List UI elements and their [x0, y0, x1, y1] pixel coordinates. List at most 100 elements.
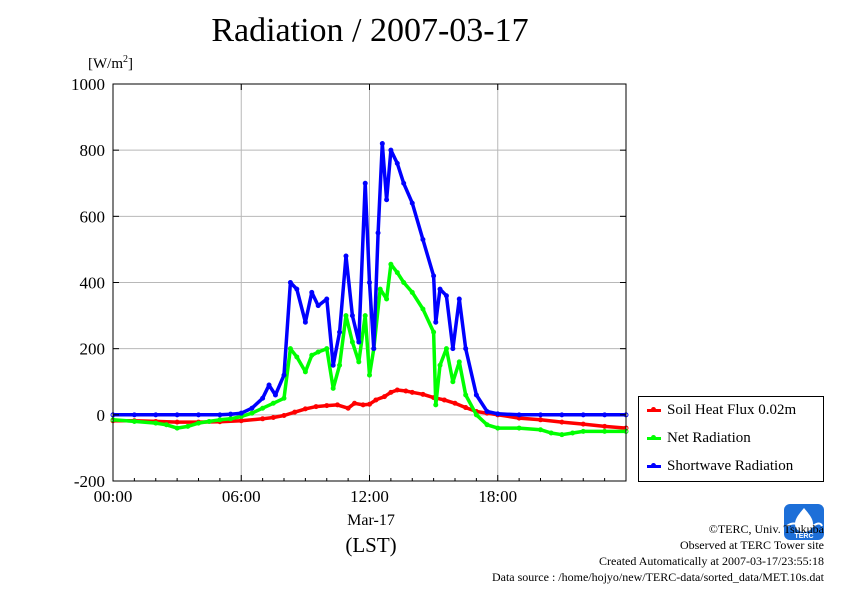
data-point-soil-heat-flux-0-02m [260, 416, 266, 422]
data-point-soil-heat-flux-0-02m [463, 405, 469, 411]
x-tick-label: 06:00 [222, 487, 261, 506]
data-point-soil-heat-flux-0-02m [452, 400, 458, 406]
data-point-shortwave-radiation [431, 273, 437, 279]
data-point-net-radiation [330, 385, 336, 391]
data-point-net-radiation [294, 354, 300, 360]
logo-label: TERC [794, 533, 813, 540]
data-point-soil-heat-flux-0-02m [420, 391, 426, 397]
y-tick-label: 800 [80, 141, 106, 160]
data-point-shortwave-radiation [559, 412, 565, 418]
data-point-soil-heat-flux-0-02m [409, 389, 415, 395]
y-axis-unit: [W/m2] [88, 54, 133, 73]
data-point-net-radiation [409, 289, 415, 295]
data-point-soil-heat-flux-0-02m [538, 417, 543, 423]
data-point-net-radiation [450, 379, 456, 385]
data-point-soil-heat-flux-0-02m [602, 423, 608, 429]
data-point-net-radiation [228, 416, 234, 422]
data-point-shortwave-radiation [309, 289, 315, 295]
data-point-soil-heat-flux-0-02m [270, 414, 276, 420]
data-point-net-radiation [559, 432, 565, 438]
data-point-shortwave-radiation [602, 412, 608, 418]
data-point-shortwave-radiation [287, 280, 293, 285]
data-point-shortwave-radiation [238, 410, 244, 416]
data-point-net-radiation [463, 392, 469, 398]
data-point-soil-heat-flux-0-02m [373, 397, 379, 403]
data-point-shortwave-radiation [463, 346, 469, 352]
data-point-net-radiation [349, 339, 355, 345]
data-point-shortwave-radiation [131, 412, 137, 418]
data-point-shortwave-radiation [228, 411, 234, 417]
y-tick-label: 200 [80, 340, 106, 359]
data-point-net-radiation [484, 422, 490, 428]
axis-ticks: -200 0 200 400 600 800 1000 00:00 06:00 12:00 18:0… [71, 75, 626, 506]
copyright-text: ©TERC, Univ. Tsukuba [708, 522, 824, 536]
data-point-shortwave-radiation [580, 412, 586, 418]
data-point-soil-heat-flux-0-02m [352, 400, 358, 406]
data-point-net-radiation [570, 430, 576, 436]
data-point-shortwave-radiation [356, 339, 362, 345]
data-point-net-radiation [217, 417, 223, 423]
data-point-shortwave-radiation [324, 296, 330, 302]
data-point-shortwave-radiation [409, 200, 415, 206]
data-point-soil-heat-flux-0-02m [580, 421, 586, 427]
data-point-shortwave-radiation [388, 147, 394, 153]
data-point-net-radiation [260, 405, 266, 411]
data-point-net-radiation [388, 261, 394, 267]
data-point-shortwave-radiation [401, 180, 407, 186]
data-point-shortwave-radiation [302, 319, 308, 325]
data-point-soil-heat-flux-0-02m [388, 389, 394, 395]
credits: ©TERC, Univ. Tsukuba Observed at TERC To… [492, 521, 824, 585]
x-axis-label: (LST) [345, 533, 397, 557]
legend-label: Soil Heat Flux 0.02m [667, 402, 797, 418]
legend-label: Net Radiation [667, 430, 751, 446]
chart-title: Radiation / 2007-03-17 [211, 12, 529, 49]
data-point-soil-heat-flux-0-02m [334, 402, 340, 408]
data-point-shortwave-radiation [375, 230, 381, 236]
data-point-soil-heat-flux-0-02m [324, 403, 330, 409]
data-point-shortwave-radiation [450, 346, 456, 352]
data-point-net-radiation [384, 296, 390, 302]
data-point-soil-heat-flux-0-02m [360, 402, 366, 408]
data-point-net-radiation [131, 418, 137, 424]
legend-item-net-radiation: Net Radiation [647, 430, 751, 447]
data-point-shortwave-radiation [260, 395, 266, 401]
data-point-shortwave-radiation [249, 405, 255, 411]
x-tick-label: 18:00 [478, 487, 517, 506]
y-tick-label: 0 [97, 406, 106, 425]
y-tick-label: 600 [80, 207, 106, 226]
data-point-net-radiation [315, 349, 321, 355]
data-point-soil-heat-flux-0-02m [281, 412, 287, 418]
data-point-shortwave-radiation [281, 372, 287, 378]
data-point-net-radiation [548, 430, 554, 436]
data-point-net-radiation [495, 425, 501, 431]
data-point-soil-heat-flux-0-02m [292, 409, 298, 415]
legend-label: Shortwave Radiation [667, 458, 794, 474]
data-point-shortwave-radiation [362, 180, 368, 186]
data-point-soil-heat-flux-0-02m [313, 404, 319, 410]
data-point-net-radiation [437, 362, 443, 368]
data-point-shortwave-radiation [384, 197, 390, 203]
data-point-net-radiation [433, 402, 439, 408]
data-point-net-radiation [356, 359, 362, 365]
data-point-net-radiation [309, 352, 315, 358]
data-point-shortwave-radiation [394, 160, 400, 166]
data-point-soil-heat-flux-0-02m [345, 405, 351, 411]
legend: Soil Heat Flux 0.02m Net Radiation Short… [638, 396, 824, 482]
terc-logo-icon: TERC [784, 504, 824, 540]
data-point-net-radiation [473, 412, 479, 418]
data-point-soil-heat-flux-0-02m [441, 397, 447, 403]
data-point-shortwave-radiation [349, 313, 355, 319]
data-point-shortwave-radiation [516, 412, 522, 418]
data-point-shortwave-radiation [330, 362, 336, 368]
data-point-shortwave-radiation [484, 409, 490, 415]
y-unit-suffix: ] [128, 56, 133, 72]
series-line-shortwave-radiation [113, 141, 626, 417]
data-point-net-radiation [153, 420, 159, 426]
data-point-net-radiation [196, 420, 201, 426]
data-point-net-radiation [185, 423, 191, 429]
data-point-soil-heat-flux-0-02m [174, 419, 180, 425]
data-point-net-radiation [456, 359, 462, 365]
legend-swatch-blue [647, 463, 661, 469]
data-point-net-radiation [324, 346, 330, 352]
data-point-shortwave-radiation [437, 286, 443, 292]
